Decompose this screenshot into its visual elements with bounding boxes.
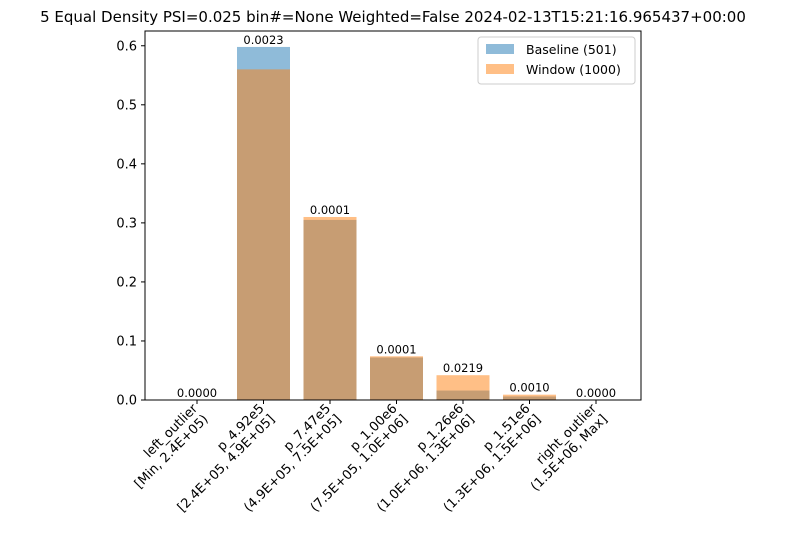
bar-value-label: 0.0023	[243, 33, 283, 47]
chart-title: 5 Equal Density PSI=0.025 bin#=None Weig…	[40, 8, 746, 26]
legend-label-baseline: Baseline (501)	[526, 42, 617, 57]
legend-swatch-window	[486, 64, 514, 74]
bar-value-label: 0.0000	[576, 386, 616, 400]
bar-window-4	[436, 375, 490, 400]
bar-value-label: 0.0219	[443, 361, 483, 375]
y-tick-label: 0.0	[116, 394, 137, 409]
bar-window-2	[303, 216, 357, 400]
y-tick-label: 0.3	[116, 216, 137, 231]
bar-value-label: 0.0001	[376, 342, 416, 356]
y-tick-label: 0.2	[116, 275, 137, 290]
y-tick-label: 0.5	[116, 98, 137, 113]
bar-window-3	[370, 356, 423, 400]
bar-value-label: 0.0000	[177, 386, 217, 400]
value-labels-layer: 0.0000 0.0023 0.0001 0.0001 0.0219 0.0010 0.00…	[177, 33, 616, 400]
bars-layer	[237, 46, 556, 401]
x-axis: left_outlier[Min, 2.4E+05) p_4.92e5[2.4E+…	[121, 400, 611, 515]
bar-value-label: 0.0001	[310, 203, 350, 217]
x-tick-label: left_outlier[Min, 2.4E+05)	[121, 401, 212, 492]
y-tick-label: 0.6	[116, 39, 137, 54]
y-tick-label: 0.4	[116, 157, 137, 172]
legend-swatch-baseline	[486, 44, 514, 54]
y-tick-label: 0.1	[116, 334, 137, 349]
legend-label-window: Window (1000)	[526, 62, 621, 77]
bar-value-label: 0.0010	[509, 381, 549, 395]
y-axis: 0.0 0.1 0.2 0.3 0.4 0.5 0.6	[116, 39, 145, 409]
legend-frame	[477, 36, 636, 85]
legend: Baseline (501) Window (1000)	[477, 36, 636, 85]
bar-window-1	[237, 69, 290, 400]
bar-window-5	[503, 394, 556, 400]
plot-area-frame	[144, 30, 642, 401]
